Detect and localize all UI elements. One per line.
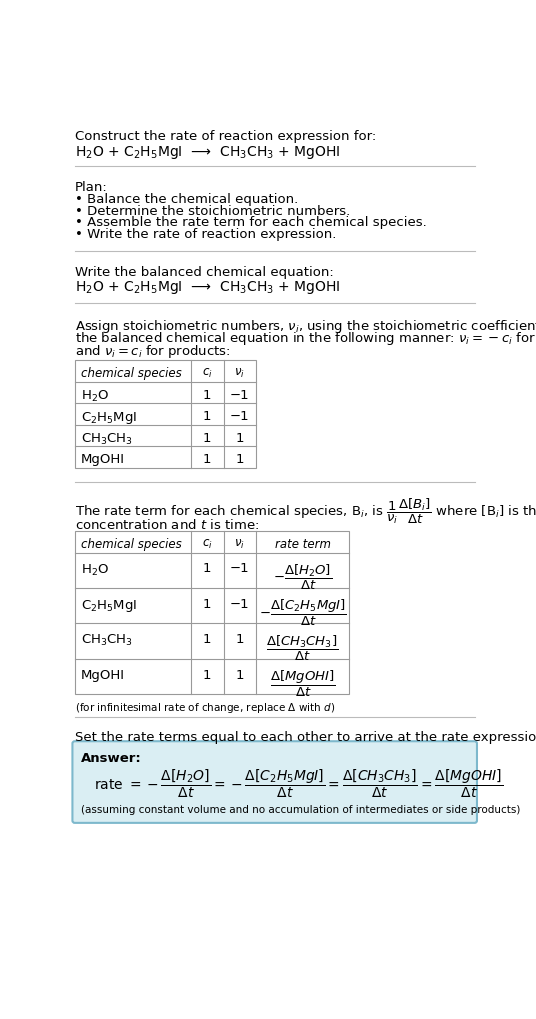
Text: 1: 1 xyxy=(236,453,244,466)
Text: $-\dfrac{\Delta[C_2H_5MgI]}{\Delta t}$: $-\dfrac{\Delta[C_2H_5MgI]}{\Delta t}$ xyxy=(258,597,347,628)
Text: chemical species: chemical species xyxy=(81,367,182,380)
Text: 1: 1 xyxy=(203,668,212,681)
Text: −1: −1 xyxy=(230,561,250,575)
Bar xyxy=(75,361,256,469)
Text: Construct the rate of reaction expression for:: Construct the rate of reaction expressio… xyxy=(75,130,376,143)
Text: $c_i$: $c_i$ xyxy=(202,367,213,380)
Text: • Determine the stoichiometric numbers.: • Determine the stoichiometric numbers. xyxy=(75,205,350,218)
Text: $\dfrac{\Delta[MgOHI]}{\Delta t}$: $\dfrac{\Delta[MgOHI]}{\Delta t}$ xyxy=(270,668,336,698)
Text: chemical species: chemical species xyxy=(81,538,182,550)
Text: H$_2$O + C$_2$H$_5$MgI  ⟶  CH$_3$CH$_3$ + MgOHI: H$_2$O + C$_2$H$_5$MgI ⟶ CH$_3$CH$_3$ + … xyxy=(75,144,340,161)
Text: • Assemble the rate term for each chemical species.: • Assemble the rate term for each chemic… xyxy=(75,216,427,229)
Text: −1: −1 xyxy=(230,388,250,401)
Text: 1: 1 xyxy=(203,388,212,401)
Text: −1: −1 xyxy=(230,597,250,610)
Text: 1: 1 xyxy=(236,668,244,681)
Text: Write the balanced chemical equation:: Write the balanced chemical equation: xyxy=(75,265,333,278)
Text: 1: 1 xyxy=(203,597,212,610)
Text: Answer:: Answer: xyxy=(81,752,142,764)
Text: rate term: rate term xyxy=(274,538,331,550)
Text: The rate term for each chemical species, B$_i$, is $\dfrac{1}{\nu_i}\dfrac{\Delt: The rate term for each chemical species,… xyxy=(75,496,536,526)
Text: Assign stoichiometric numbers, $\nu_i$, using the stoichiometric coefficients, $: Assign stoichiometric numbers, $\nu_i$, … xyxy=(75,318,536,334)
Text: H$_2$O: H$_2$O xyxy=(81,388,109,404)
Text: 1: 1 xyxy=(203,633,212,646)
Text: CH$_3$CH$_3$: CH$_3$CH$_3$ xyxy=(81,431,133,446)
Text: concentration and $t$ is time:: concentration and $t$ is time: xyxy=(75,518,259,532)
Bar xyxy=(75,532,349,695)
Text: rate $= -\dfrac{\Delta[H_2O]}{\Delta t} = -\dfrac{\Delta[C_2H_5MgI]}{\Delta t} =: rate $= -\dfrac{\Delta[H_2O]}{\Delta t} … xyxy=(81,767,503,799)
Text: −1: −1 xyxy=(230,410,250,423)
Text: 1: 1 xyxy=(203,410,212,423)
Text: CH$_3$CH$_3$: CH$_3$CH$_3$ xyxy=(81,633,133,648)
Text: 1: 1 xyxy=(236,633,244,646)
Text: $\nu_i$: $\nu_i$ xyxy=(234,367,245,380)
FancyBboxPatch shape xyxy=(72,742,477,823)
Text: 1: 1 xyxy=(203,431,212,444)
Text: $-\dfrac{\Delta[H_2O]}{\Delta t}$: $-\dfrac{\Delta[H_2O]}{\Delta t}$ xyxy=(273,561,332,591)
Text: H$_2$O + C$_2$H$_5$MgI  ⟶  CH$_3$CH$_3$ + MgOHI: H$_2$O + C$_2$H$_5$MgI ⟶ CH$_3$CH$_3$ + … xyxy=(75,279,340,297)
Text: 1: 1 xyxy=(203,453,212,466)
Text: C$_2$H$_5$MgI: C$_2$H$_5$MgI xyxy=(81,597,137,613)
Text: and $\nu_i = c_i$ for products:: and $\nu_i = c_i$ for products: xyxy=(75,342,230,360)
Text: 1: 1 xyxy=(236,431,244,444)
Text: MgOHI: MgOHI xyxy=(81,668,125,681)
Text: (for infinitesimal rate of change, replace Δ with $d$): (for infinitesimal rate of change, repla… xyxy=(75,701,335,714)
Text: $c_i$: $c_i$ xyxy=(202,538,213,550)
Text: Set the rate terms equal to each other to arrive at the rate expression:: Set the rate terms equal to each other t… xyxy=(75,730,536,743)
Text: H$_2$O: H$_2$O xyxy=(81,561,109,577)
Text: MgOHI: MgOHI xyxy=(81,453,125,466)
Text: Plan:: Plan: xyxy=(75,180,108,194)
Text: the balanced chemical equation in the following manner: $\nu_i = -c_i$ for react: the balanced chemical equation in the fo… xyxy=(75,330,536,346)
Text: • Balance the chemical equation.: • Balance the chemical equation. xyxy=(75,193,298,206)
Text: C$_2$H$_5$MgI: C$_2$H$_5$MgI xyxy=(81,410,137,426)
Text: 1: 1 xyxy=(203,561,212,575)
Text: (assuming constant volume and no accumulation of intermediates or side products): (assuming constant volume and no accumul… xyxy=(81,804,520,814)
Text: $\dfrac{\Delta[CH_3CH_3]}{\Delta t}$: $\dfrac{\Delta[CH_3CH_3]}{\Delta t}$ xyxy=(266,633,339,662)
Text: $\nu_i$: $\nu_i$ xyxy=(234,538,245,550)
Text: • Write the rate of reaction expression.: • Write the rate of reaction expression. xyxy=(75,227,336,240)
